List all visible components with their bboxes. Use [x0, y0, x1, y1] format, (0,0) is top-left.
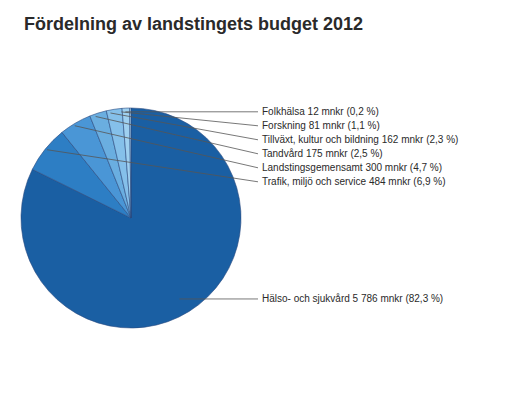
svg-text:Folkhälsa 12 mnkr (0,2 %): Folkhälsa 12 mnkr (0,2 %) [262, 106, 379, 117]
svg-text:Hälso- och sjukvård 5 786 mnkr: Hälso- och sjukvård 5 786 mnkr (82,3 %) [262, 293, 443, 304]
svg-text:Landstingsgemensamt 300 mnkr (: Landstingsgemensamt 300 mnkr (4,7 %) [262, 162, 442, 173]
svg-text:Forskning 81 mnkr (1,1 %): Forskning 81 mnkr (1,1 %) [262, 120, 380, 131]
svg-text:Tandvård 175 mnkr (2,5 %): Tandvård 175 mnkr (2,5 %) [262, 148, 383, 159]
svg-text:Tillväxt, kultur och bildning: Tillväxt, kultur och bildning 162 mnkr (… [262, 134, 458, 145]
svg-text:Trafik, miljö och service 484: Trafik, miljö och service 484 mnkr (6,9 … [262, 176, 446, 187]
html-text:Fördelning av landstingets bud: Fördelning av landstingets budget 2012 [24, 14, 364, 34]
